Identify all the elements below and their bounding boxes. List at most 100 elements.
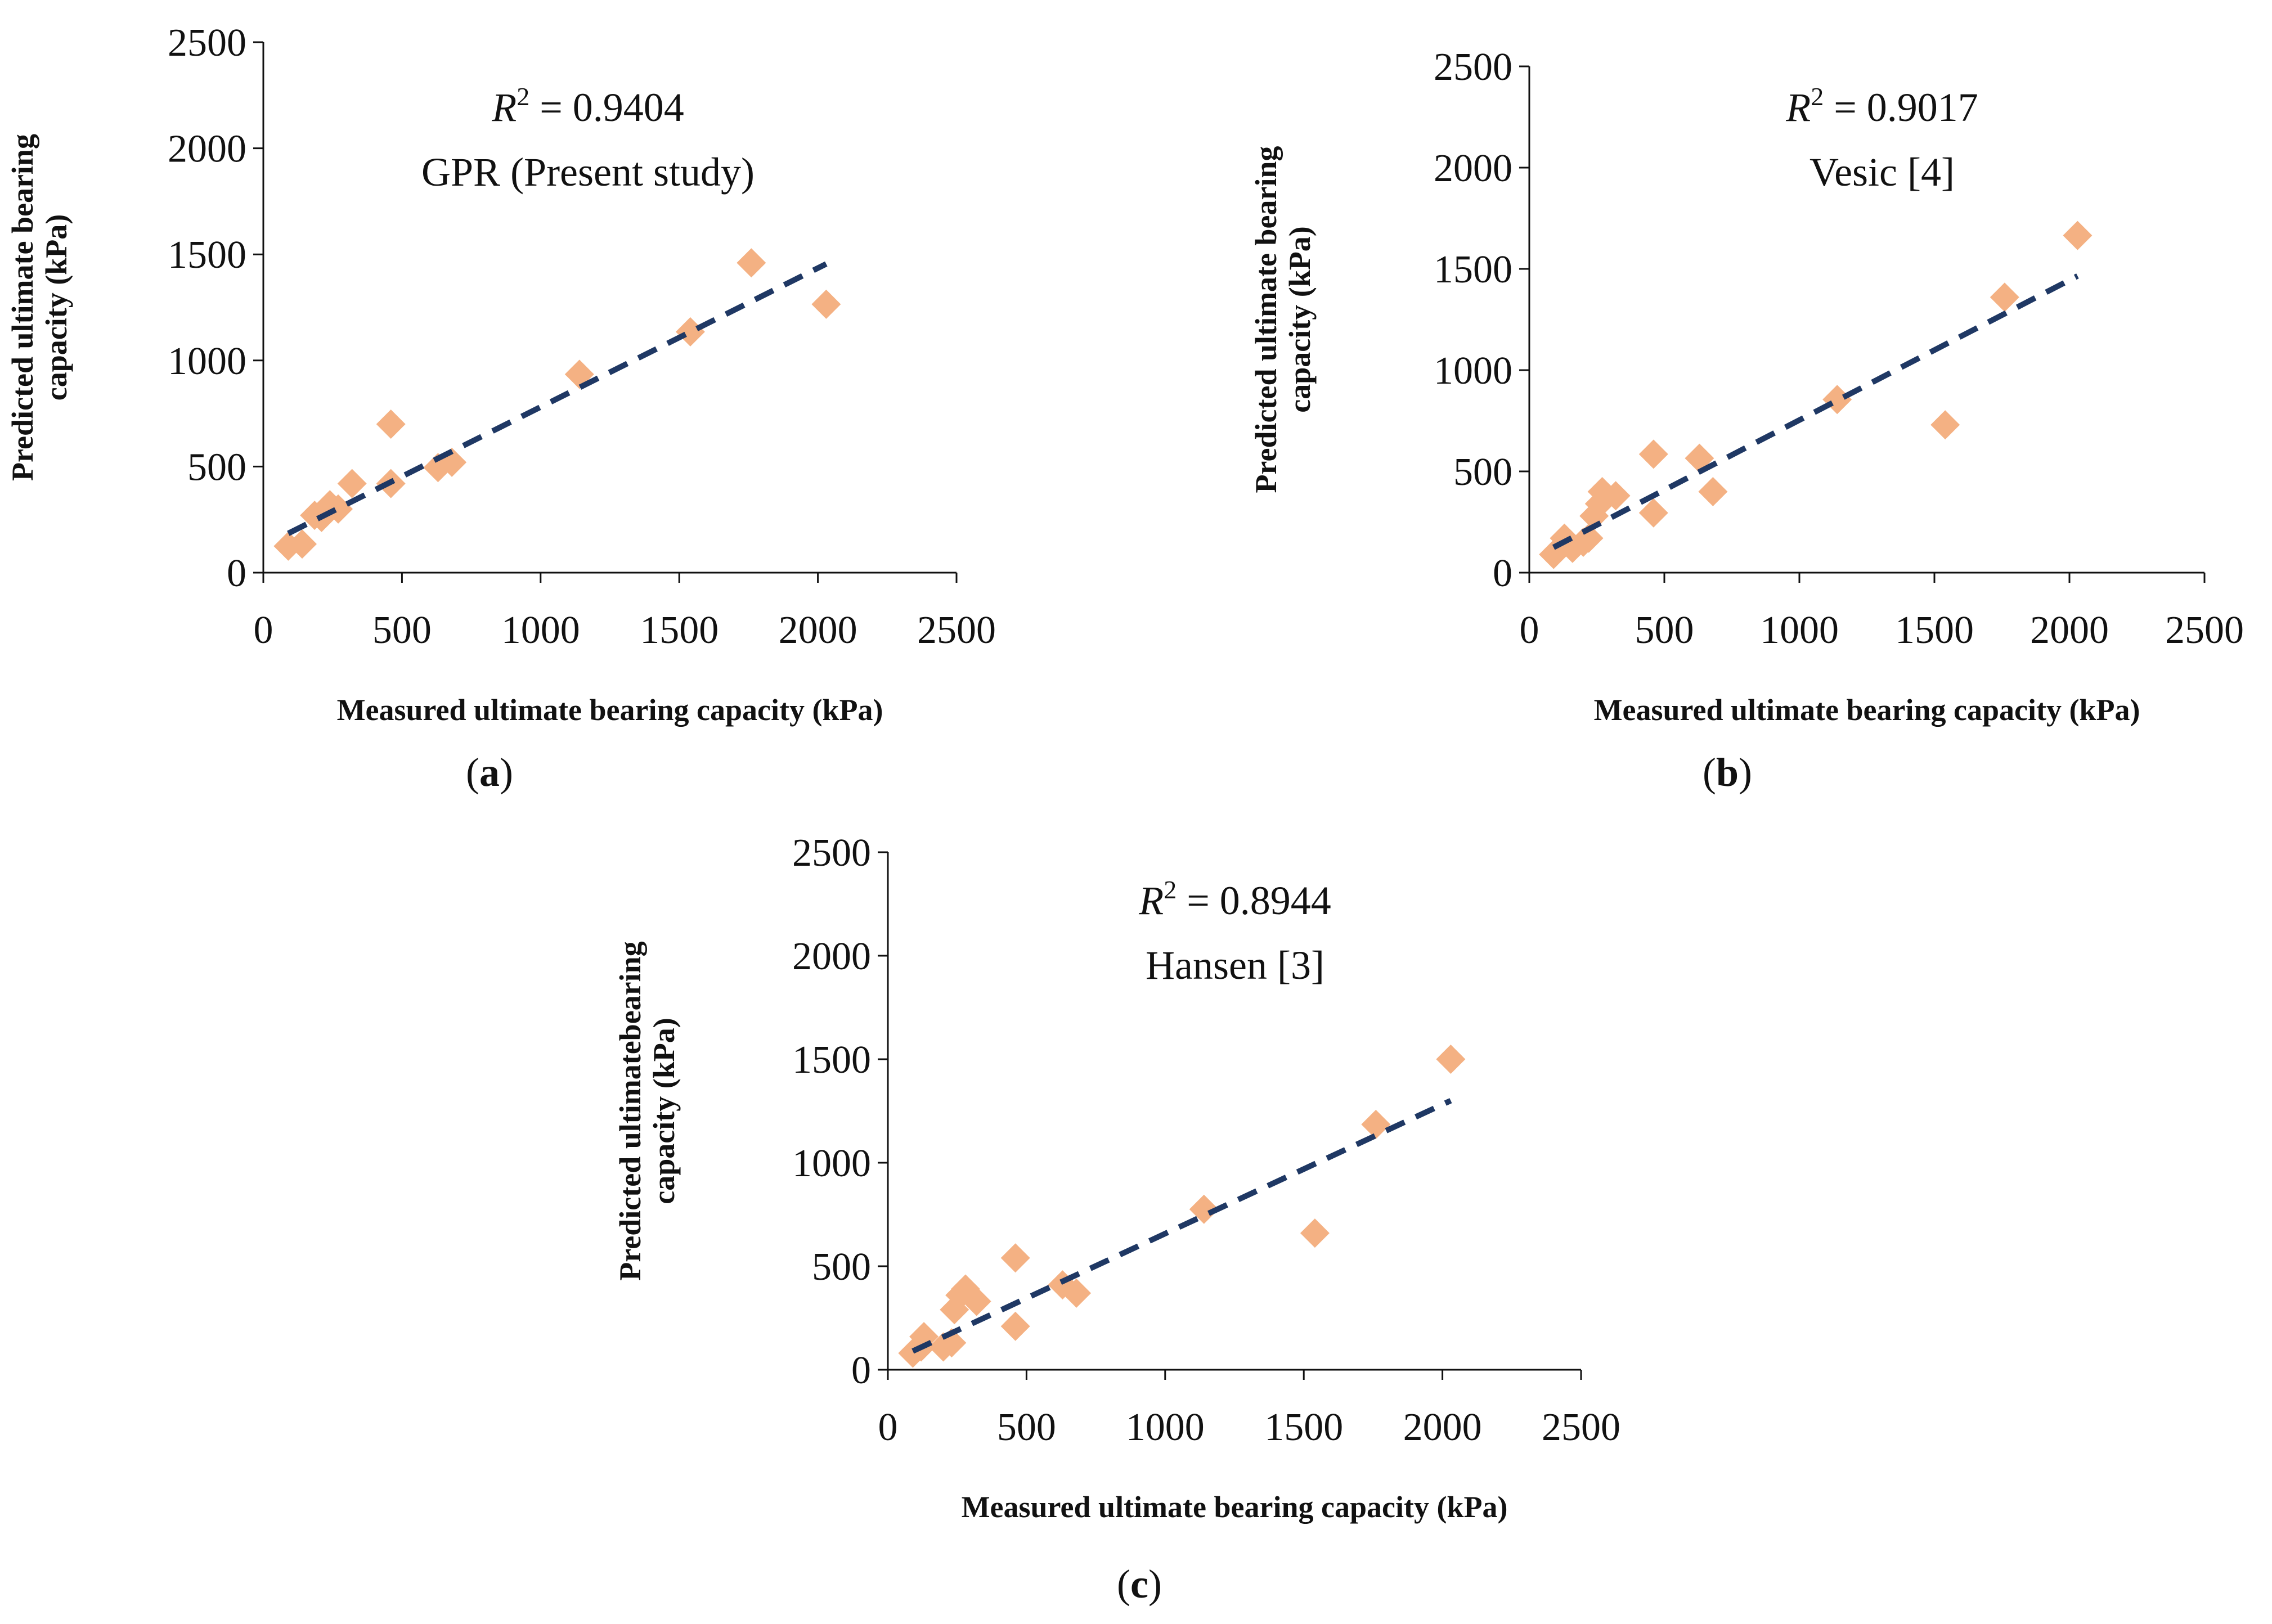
x-axis-label: Measured ultimate bearing capacity (kPa) [1594, 693, 2140, 727]
y-tick-label: 500 [187, 446, 246, 489]
chart-panel-b: 0 500 1000 1500 2000 2500 0 500 1000 1500 2000 2500… [1249, 46, 2244, 795]
x-tick-label: 1000 [501, 609, 580, 652]
y-axis-label-line: Predicted ultimate bearing [1249, 146, 1283, 493]
r-superscript: 2 [1164, 875, 1177, 904]
panel-caption: (a) [466, 750, 513, 795]
x-tick-label: 0 [878, 1406, 898, 1449]
data-point [737, 248, 766, 278]
data-point [1638, 439, 1668, 469]
trendline [287, 261, 828, 536]
y-tick-label: 2500 [168, 21, 246, 65]
data-point [1990, 282, 2019, 312]
data-point [962, 1286, 991, 1316]
x-axis-label: Measured ultimate bearing capacity (kPa) [962, 1490, 1508, 1524]
y-axis-label-line: capacity (kPa) [1283, 226, 1317, 412]
data-point [337, 469, 367, 498]
caption-close: ) [1739, 750, 1752, 795]
data-point [1601, 481, 1631, 511]
y-tick-label: 2500 [792, 831, 871, 875]
data-point [1698, 477, 1728, 506]
x-tick-label: 1500 [640, 609, 719, 652]
data-point [2063, 221, 2093, 250]
caption-letter: b [1716, 750, 1739, 795]
r-symbol: R [1785, 85, 1811, 130]
data-point [1574, 523, 1604, 553]
data-point [1361, 1109, 1391, 1139]
y-tick-label: 0 [851, 1349, 871, 1392]
x-tick-label: 0 [254, 609, 273, 652]
y-axis-label-line: capacity (kPa) [39, 214, 73, 401]
data-point [287, 529, 317, 559]
x-tick-label: 2500 [1542, 1406, 1620, 1449]
r-squared-annotation: R2 = 0.8944 [1138, 875, 1331, 923]
y-tick-label: 500 [1453, 451, 1512, 494]
x-tick-label: 2000 [1403, 1406, 1482, 1449]
y-tick-label: 0 [227, 552, 246, 595]
y-tick-label: 2000 [792, 935, 871, 978]
x-tick-label: 1500 [1895, 609, 1974, 652]
caption-close: ) [500, 750, 513, 795]
data-point [1000, 1311, 1030, 1341]
r-symbol: R [491, 85, 517, 130]
y-tick-label: 0 [1493, 552, 1512, 595]
caption-close: ) [1148, 1562, 1162, 1607]
x-tick-label: 2000 [2030, 609, 2109, 652]
r-squared-annotation: R2 = 0.9404 [491, 82, 684, 130]
data-point [376, 409, 406, 439]
y-tick-label: 1000 [1434, 349, 1512, 393]
y-tick-label: 2000 [168, 128, 246, 171]
x-tick-label: 2500 [917, 609, 996, 652]
data-point [1822, 385, 1852, 415]
panel-caption: (c) [1117, 1562, 1162, 1607]
data-point [675, 317, 705, 347]
y-tick-label: 2500 [1434, 46, 1512, 89]
data-point [1000, 1243, 1030, 1273]
chart-panel-a: 0 500 1000 1500 2000 2500 0 500 1000 1500 2000 2500… [6, 21, 996, 795]
y-tick-label: 500 [812, 1245, 871, 1289]
r-value: = 0.9017 [1824, 85, 1978, 130]
r-squared-annotation: R2 = 0.9017 [1785, 82, 1978, 130]
x-tick-label: 2500 [2165, 609, 2244, 652]
trendline [1552, 273, 2079, 550]
panel-caption: (b) [1703, 750, 1752, 795]
data-point [1638, 498, 1668, 528]
y-tick-label: 1500 [168, 233, 246, 277]
y-tick-label: 2000 [1434, 147, 1512, 190]
y-tick-label: 1000 [168, 340, 246, 383]
y-axis-label-line: Predicted ultimatebearing [613, 941, 647, 1280]
caption-letter: c [1130, 1562, 1148, 1607]
data-point [1189, 1194, 1219, 1224]
data-point [1436, 1045, 1466, 1074]
x-axis-label: Measured ultimate bearing capacity (kPa) [337, 693, 883, 727]
y-tick-label: 1000 [792, 1142, 871, 1185]
y-tick-label: 1500 [792, 1038, 871, 1082]
method-label: GPR (Present study) [421, 150, 755, 195]
r-symbol: R [1138, 878, 1164, 923]
caption-open: ( [1703, 750, 1716, 795]
x-tick-label: 2000 [779, 609, 857, 652]
r-value: = 0.8944 [1177, 878, 1331, 923]
data-point [1930, 410, 1960, 440]
x-tick-label: 0 [1520, 609, 1539, 652]
data-point [1300, 1218, 1330, 1248]
caption-letter: a [479, 750, 500, 795]
x-tick-label: 500 [997, 1406, 1056, 1449]
y-tick-label: 1500 [1434, 248, 1512, 291]
r-value: = 0.9404 [529, 85, 684, 130]
caption-open: ( [466, 750, 479, 795]
y-axis-label-line: capacity (kPa) [647, 1018, 681, 1204]
x-tick-label: 500 [1635, 609, 1694, 652]
x-tick-label: 1500 [1264, 1406, 1343, 1449]
r-superscript: 2 [1811, 82, 1824, 111]
x-tick-label: 1000 [1126, 1406, 1205, 1449]
r-superscript: 2 [517, 82, 529, 111]
method-label: Vesic [4] [1809, 150, 1955, 195]
x-tick-label: 500 [372, 609, 432, 652]
data-point [811, 289, 841, 319]
x-tick-label: 1000 [1760, 609, 1839, 652]
method-label: Hansen [3] [1146, 943, 1324, 988]
trendline [912, 1098, 1452, 1354]
data-point [1062, 1278, 1092, 1308]
y-axis-label-line: Predicted ultimate bearing [6, 134, 39, 481]
